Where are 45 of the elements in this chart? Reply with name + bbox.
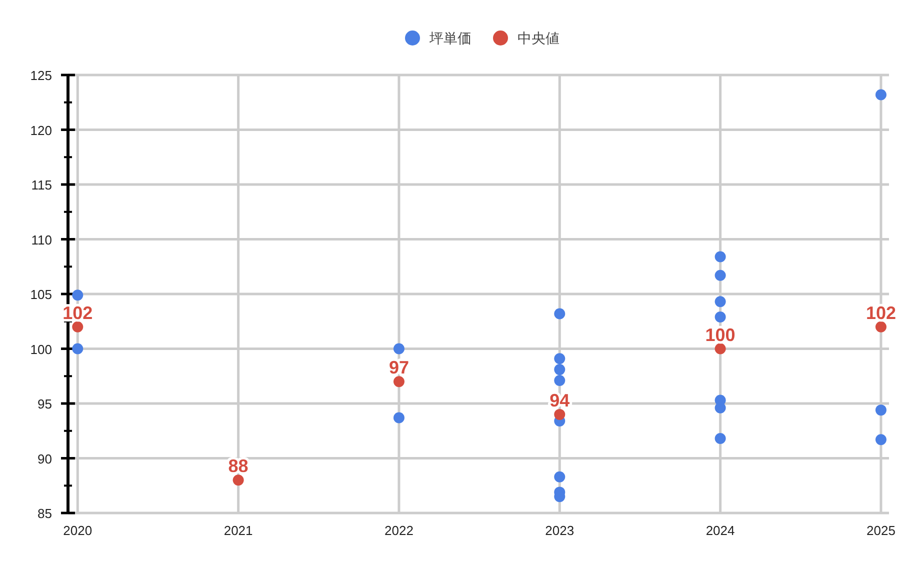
point bbox=[875, 434, 886, 446]
data-label: 94 bbox=[550, 390, 570, 410]
legend-label: 中央値 bbox=[518, 30, 560, 46]
point bbox=[554, 364, 566, 376]
y-tick-label: 125 bbox=[30, 68, 52, 83]
legend-label: 坪単価 bbox=[428, 30, 472, 46]
point bbox=[714, 270, 726, 281]
point bbox=[714, 251, 726, 262]
data-label: 100 bbox=[705, 324, 736, 345]
x-tick-label: 2025 bbox=[866, 523, 896, 538]
point bbox=[554, 471, 566, 482]
point bbox=[393, 376, 404, 388]
y-tick-label: 90 bbox=[38, 451, 52, 466]
y-tick-label: 105 bbox=[30, 287, 52, 302]
point bbox=[554, 408, 566, 420]
x-tick-label: 2023 bbox=[545, 523, 574, 538]
y-tick-label: 110 bbox=[31, 232, 52, 248]
point bbox=[875, 404, 886, 416]
y-tick-label: 120 bbox=[30, 122, 52, 138]
data-label: 88 bbox=[228, 456, 248, 476]
y-tick-label: 95 bbox=[38, 396, 52, 412]
point bbox=[232, 474, 244, 486]
x-tick-label: 2021 bbox=[224, 523, 253, 538]
x-tick-label: 2024 bbox=[706, 523, 735, 538]
point bbox=[714, 343, 726, 354]
data-label: 102 bbox=[866, 302, 896, 323]
point bbox=[72, 290, 84, 301]
x-tick-label: 2022 bbox=[384, 523, 414, 538]
point bbox=[714, 311, 726, 322]
point bbox=[393, 412, 404, 424]
data-label: 97 bbox=[388, 358, 409, 378]
x-tick-label: 2020 bbox=[63, 523, 92, 538]
point bbox=[875, 321, 886, 332]
point bbox=[714, 296, 726, 308]
point bbox=[714, 433, 726, 444]
point bbox=[554, 308, 566, 320]
point bbox=[393, 343, 404, 354]
point bbox=[72, 321, 84, 332]
y-tick-label: 115 bbox=[31, 178, 52, 192]
y-tick-label: 100 bbox=[30, 342, 52, 357]
point bbox=[875, 89, 886, 100]
point bbox=[554, 375, 566, 386]
y-tick-label: 85 bbox=[38, 506, 52, 521]
point bbox=[72, 343, 84, 354]
point bbox=[554, 353, 566, 364]
